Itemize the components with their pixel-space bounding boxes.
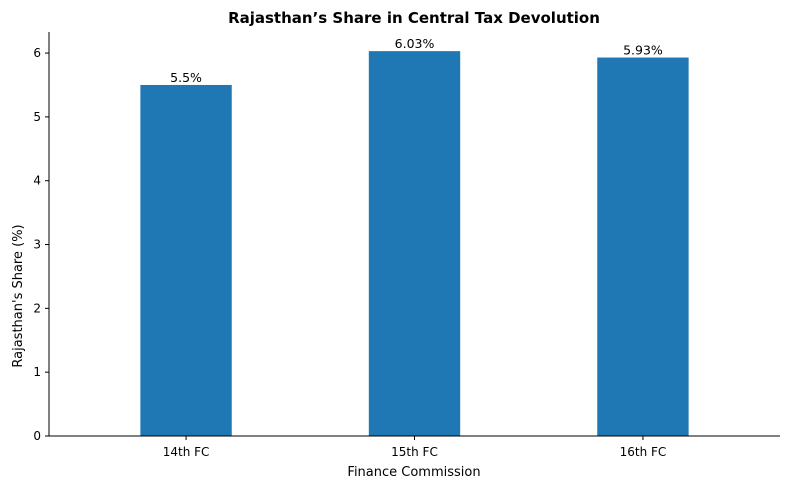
y-tick-label-6: 6 [33,46,41,60]
y-tick-label-5: 5 [33,110,41,124]
bar-0 [140,84,232,436]
y-tick-label-2: 2 [33,301,41,315]
bar-value-label-0: 5.5% [170,70,202,85]
y-tick-label-3: 3 [33,238,41,252]
x-axis-label: Finance Commission [347,465,480,480]
bar-1 [368,51,461,437]
y-tick-label-1: 1 [33,365,41,379]
x-tick-label-1: 15th FC [391,445,438,459]
chart-title: Rajasthan’s Share in Central Tax Devolut… [228,9,600,27]
x-tick-label-2: 16th FC [620,445,667,459]
y-axis-label: Rajasthan's Share (%) [11,224,26,367]
bar-value-label-2: 5.93% [623,43,663,58]
y-tick-label-4: 4 [33,174,41,188]
data-labels-group: 5.5% 6.03% 5.93% [170,36,663,85]
y-axis: 0 1 2 3 4 5 6 [33,32,50,443]
y-tick-label-0: 0 [33,429,41,443]
bar-2 [597,57,689,436]
bar-value-label-1: 6.03% [395,36,435,51]
x-tick-label-0: 14th FC [163,445,210,459]
bars-group [140,51,689,437]
x-axis: 14th FC 15th FC 16th FC [49,435,780,459]
